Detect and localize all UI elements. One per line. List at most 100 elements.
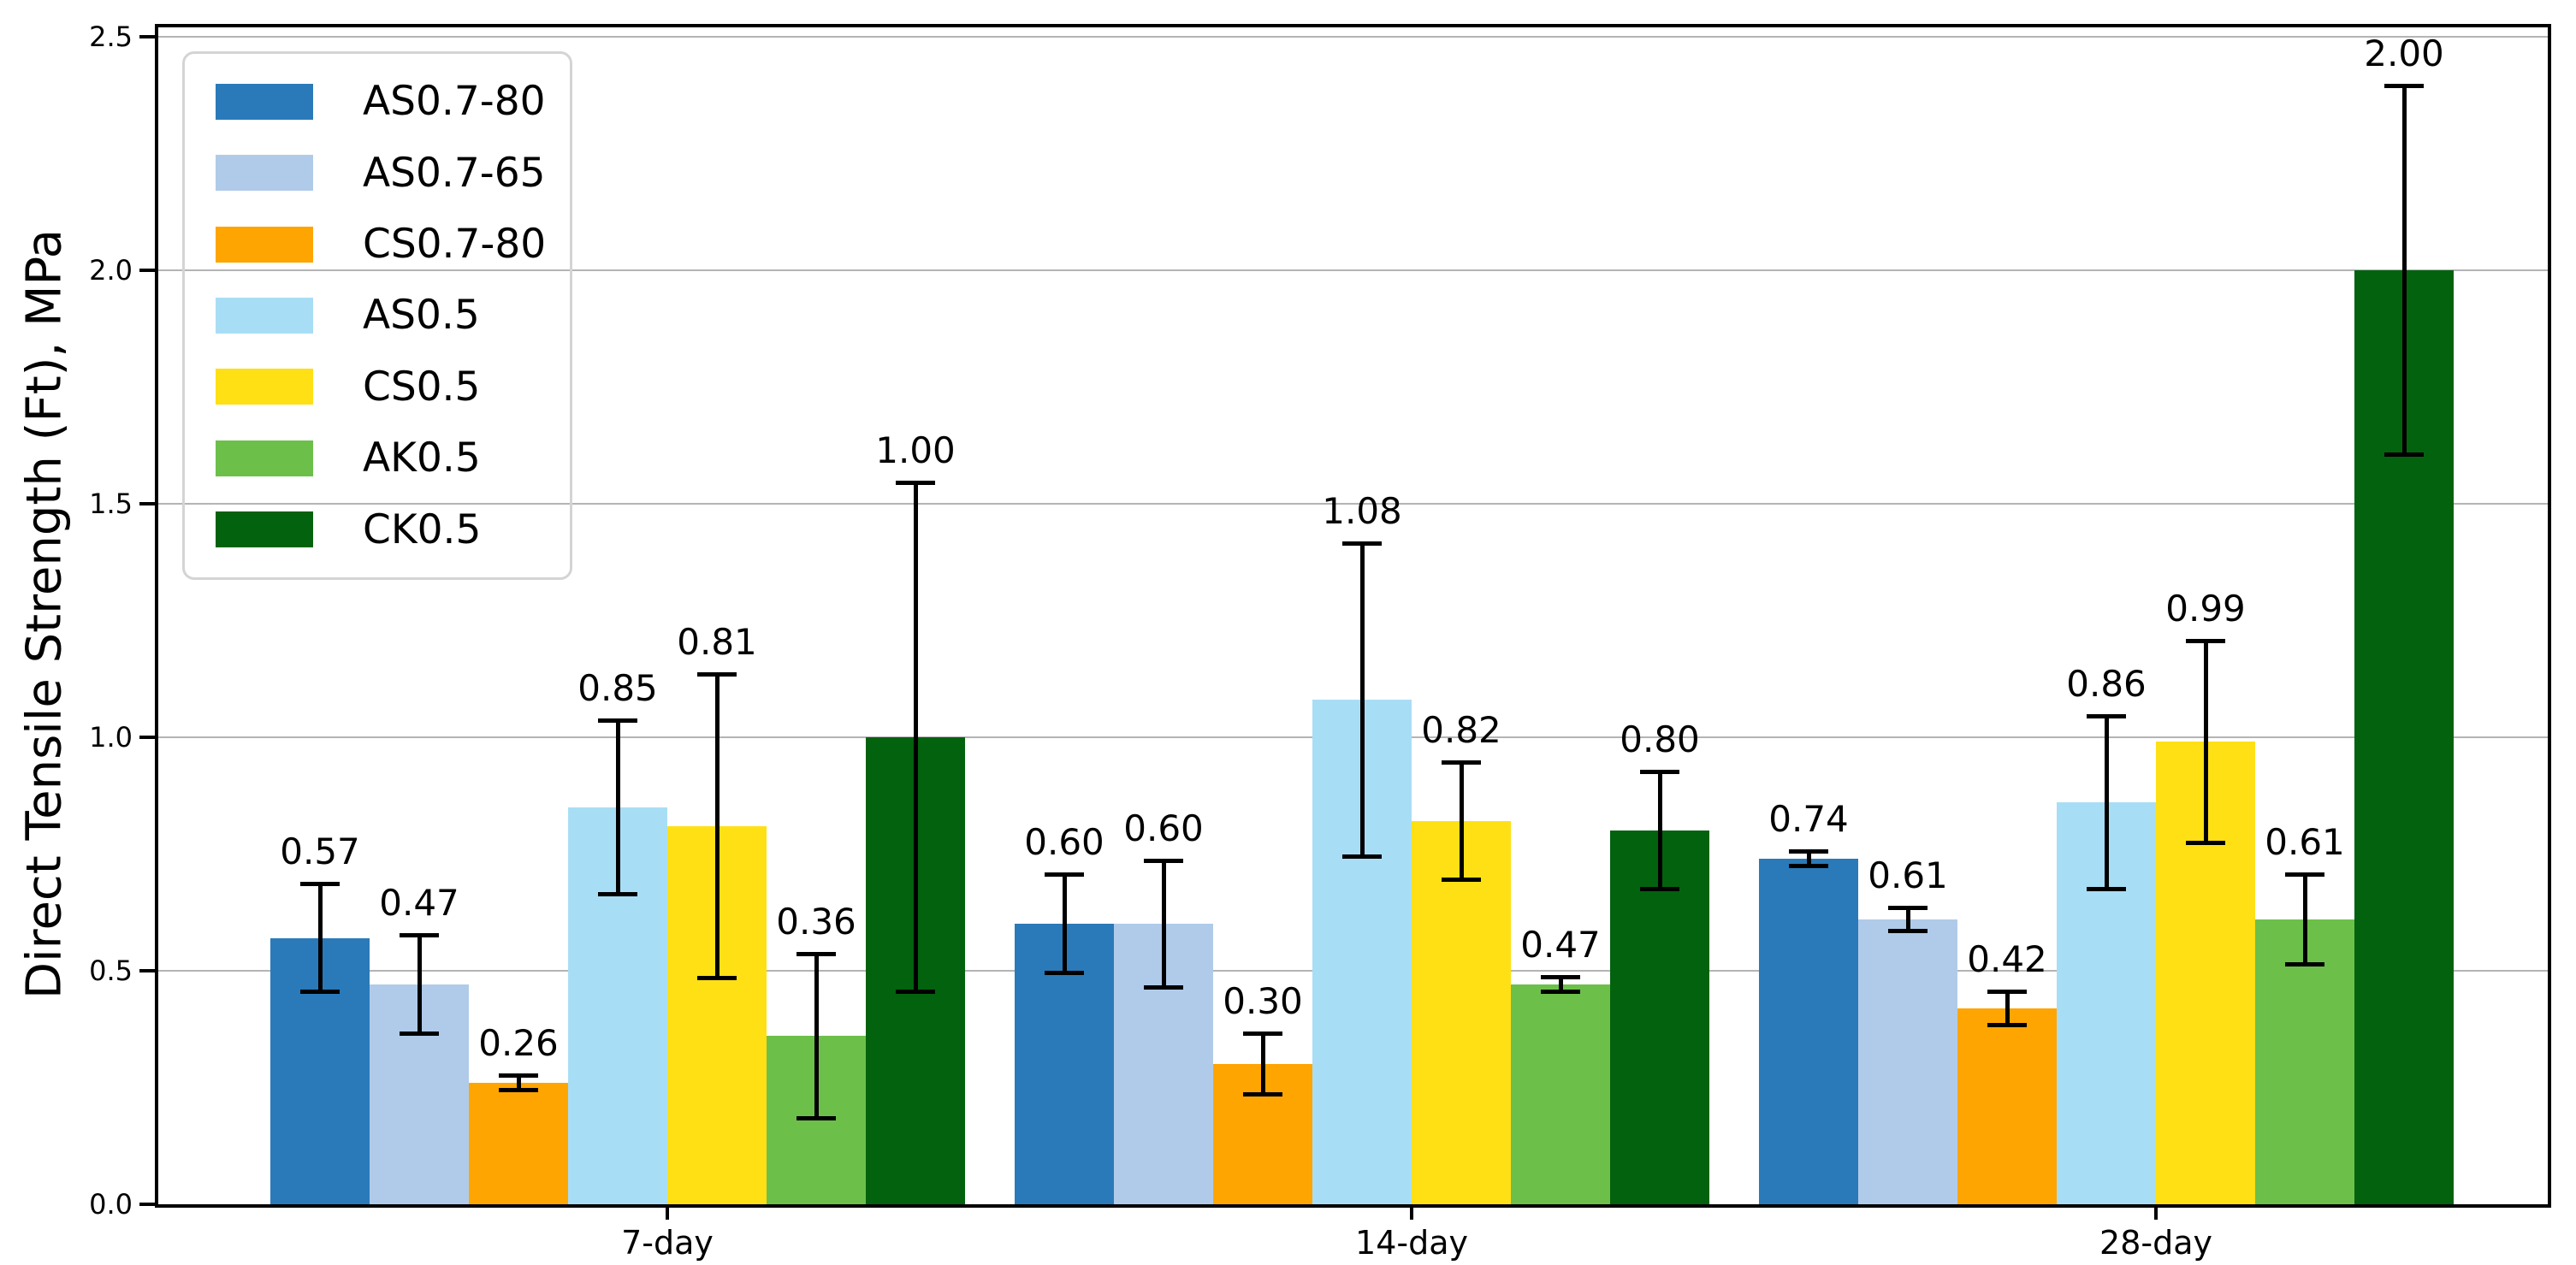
legend-label: CS0.5 bbox=[363, 363, 481, 411]
error-bar bbox=[1243, 1031, 1282, 1097]
error-bar bbox=[1045, 872, 1084, 976]
bar-value-label: 0.57 bbox=[280, 831, 360, 873]
x-tick-label: 7-day bbox=[621, 1224, 714, 1262]
error-bar bbox=[499, 1073, 538, 1092]
bar-value-label: 0.60 bbox=[1024, 821, 1104, 864]
legend-swatch bbox=[216, 511, 313, 548]
legend-swatch bbox=[216, 297, 313, 334]
legend-row: CS0.7-80 bbox=[185, 209, 570, 280]
error-bar bbox=[1442, 760, 1481, 883]
error-bar-line bbox=[1161, 862, 1166, 985]
legend-row: CK0.5 bbox=[185, 494, 570, 565]
error-bar bbox=[1144, 858, 1183, 990]
error-bar bbox=[697, 671, 737, 980]
legend-swatch bbox=[216, 226, 313, 263]
bar-value-label: 0.86 bbox=[2066, 662, 2147, 705]
error-bar bbox=[2087, 713, 2126, 892]
bar bbox=[1610, 831, 1709, 1204]
legend-label: AS0.5 bbox=[363, 292, 480, 340]
x-tick-label: 28-day bbox=[2099, 1224, 2212, 1262]
bar-value-label: 0.47 bbox=[379, 882, 459, 925]
bar-value-label: 0.82 bbox=[1421, 709, 1501, 752]
bar-value-label: 0.26 bbox=[478, 1022, 559, 1065]
error-bar bbox=[2285, 872, 2324, 966]
error-bar-line bbox=[317, 886, 323, 990]
legend-row: AK0.5 bbox=[185, 423, 570, 494]
error-bar bbox=[796, 952, 836, 1120]
bar-value-label: 0.47 bbox=[1520, 924, 1601, 966]
error-bar-line bbox=[814, 956, 819, 1116]
legend-label: AS0.7-65 bbox=[363, 149, 546, 197]
error-bar-line bbox=[2302, 877, 2307, 962]
x-tick-mark bbox=[2154, 1204, 2158, 1220]
x-tick-label: 14-day bbox=[1355, 1224, 1468, 1262]
y-axis-label: Direct Tensile Strength (Ft), MPa bbox=[16, 228, 73, 1000]
legend-swatch bbox=[216, 440, 313, 476]
error-bar-line bbox=[913, 484, 918, 990]
error-bar bbox=[1640, 770, 1679, 892]
y-tick-label: 0.5 bbox=[89, 955, 133, 987]
bar-value-label: 0.85 bbox=[577, 667, 658, 710]
error-bar bbox=[896, 480, 935, 995]
legend-label: AK0.5 bbox=[363, 434, 481, 482]
y-tick-mark bbox=[139, 269, 155, 272]
y-tick-mark bbox=[139, 736, 155, 739]
error-bar-line bbox=[1260, 1035, 1265, 1093]
bar-value-label: 0.81 bbox=[677, 620, 757, 663]
error-bar bbox=[300, 882, 340, 995]
bar-value-label: 0.74 bbox=[1768, 798, 1849, 841]
y-tick-mark bbox=[139, 502, 155, 505]
error-bar-line bbox=[516, 1078, 521, 1088]
y-tick-label: 1.5 bbox=[89, 488, 133, 520]
error-bar bbox=[598, 718, 637, 896]
bar-value-label: 0.36 bbox=[776, 901, 856, 943]
error-bar-line bbox=[2401, 87, 2407, 453]
error-bar-line bbox=[1062, 877, 1067, 972]
error-bar bbox=[1342, 541, 1382, 859]
bar bbox=[1858, 919, 1957, 1204]
error-bar bbox=[400, 933, 439, 1037]
y-gridline bbox=[158, 36, 2548, 38]
bar bbox=[1759, 858, 1858, 1204]
y-gridline bbox=[158, 503, 2548, 505]
y-tick-mark bbox=[139, 1203, 155, 1206]
bar bbox=[1957, 1008, 2057, 1204]
legend-swatch bbox=[216, 155, 313, 192]
error-bar bbox=[2186, 639, 2225, 845]
x-tick-mark bbox=[1410, 1204, 1413, 1220]
y-tick-label: 2.5 bbox=[89, 21, 133, 53]
legend-row: AS0.5 bbox=[185, 280, 570, 351]
error-bar-line bbox=[1905, 909, 1910, 930]
legend-label: CS0.7-80 bbox=[363, 221, 547, 269]
legend-label: CK0.5 bbox=[363, 505, 482, 553]
legend-row: AS0.7-65 bbox=[185, 137, 570, 208]
error-bar bbox=[1987, 989, 2027, 1027]
y-gridline bbox=[158, 269, 2548, 271]
error-bar-line bbox=[417, 937, 422, 1032]
error-bar bbox=[1789, 849, 1828, 868]
y-tick-mark bbox=[139, 969, 155, 972]
bar-value-label: 0.99 bbox=[2165, 588, 2246, 630]
bar-value-label: 0.80 bbox=[1620, 718, 1700, 761]
bar bbox=[2255, 919, 2354, 1204]
error-bar-line bbox=[2005, 993, 2010, 1023]
bar-value-label: 0.30 bbox=[1223, 979, 1303, 1022]
y-tick-mark bbox=[139, 35, 155, 38]
error-bar bbox=[1888, 905, 1928, 934]
bar bbox=[469, 1083, 568, 1204]
y-tick-label: 2.0 bbox=[89, 254, 133, 287]
legend-swatch bbox=[216, 369, 313, 405]
error-bar-line bbox=[1359, 545, 1365, 854]
legend-row: CS0.5 bbox=[185, 352, 570, 423]
y-tick-label: 0.0 bbox=[89, 1188, 133, 1221]
error-bar bbox=[1541, 975, 1580, 995]
legend-swatch bbox=[216, 83, 313, 120]
bar-value-label: 1.00 bbox=[875, 429, 956, 471]
bar-value-label: 0.61 bbox=[1868, 854, 1948, 896]
chart-legend: AS0.7-80 AS0.7-65 CS0.7-80 AS0.5 CS0.5 AK0.5 C… bbox=[182, 51, 572, 580]
legend-row: AS0.7-80 bbox=[185, 66, 570, 137]
x-tick-mark bbox=[666, 1204, 669, 1220]
bar-value-label: 0.42 bbox=[1967, 937, 2047, 980]
legend-label: AS0.7-80 bbox=[363, 78, 546, 126]
error-bar-line bbox=[1806, 854, 1811, 864]
